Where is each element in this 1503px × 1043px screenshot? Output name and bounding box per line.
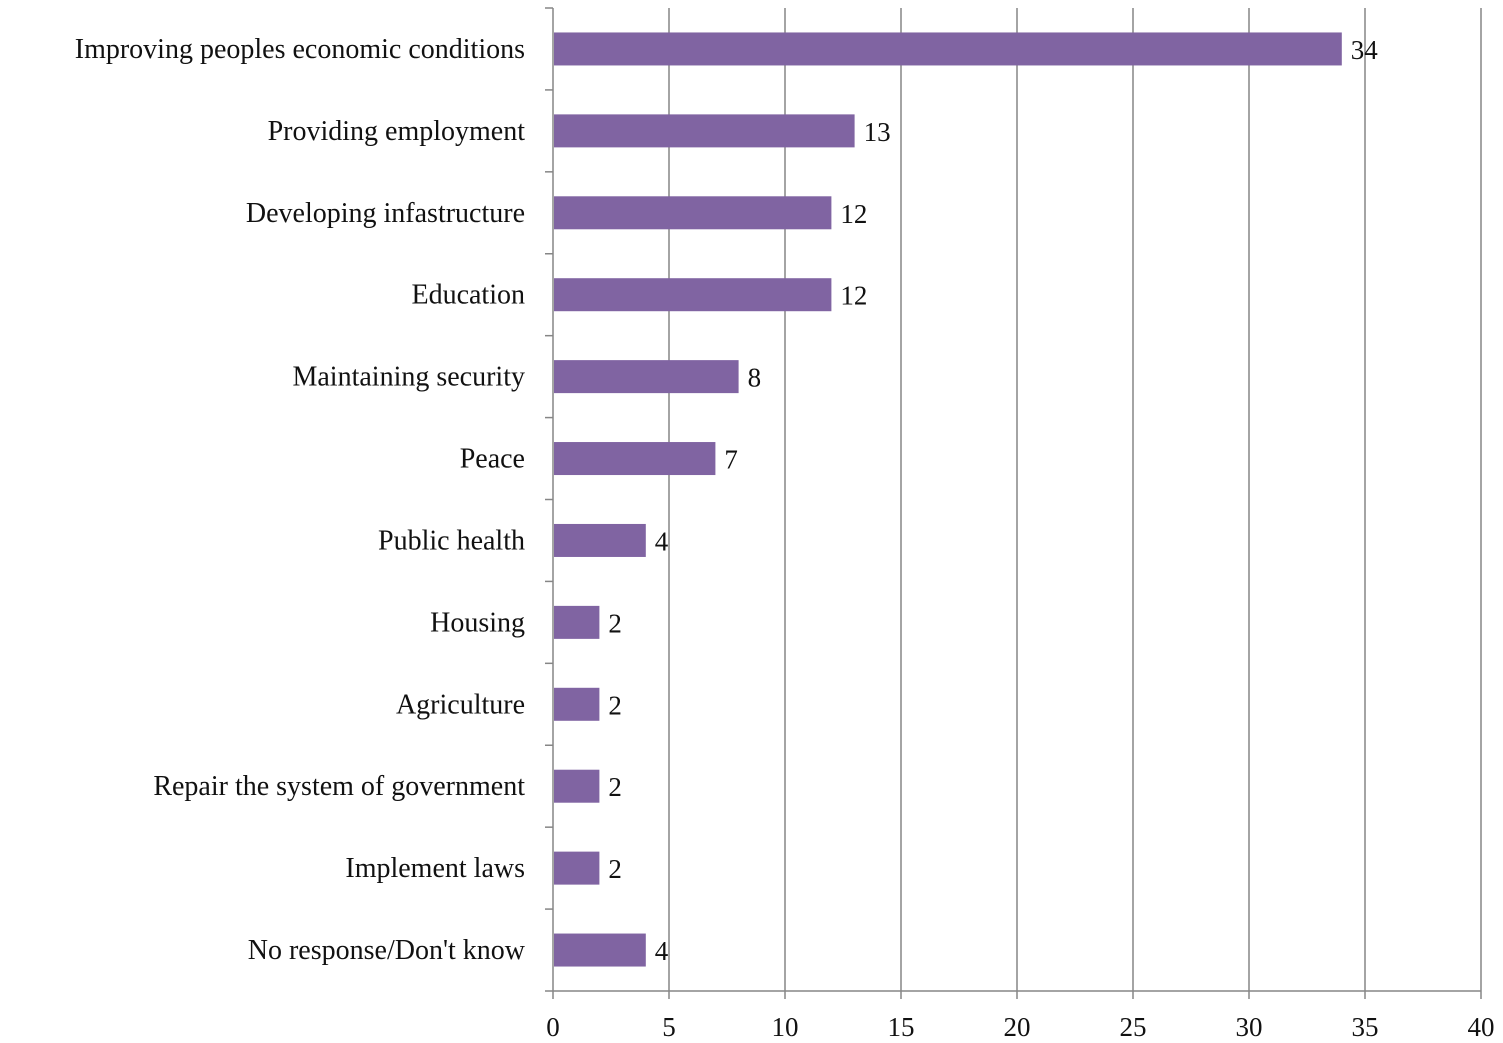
data-label-11: 4 [655,936,669,966]
x-tick-label-0: 0 [546,1012,560,1042]
axes [545,7,1482,999]
x-tick-label-5: 5 [662,1012,676,1042]
gridlines [668,8,1482,991]
x-tick-label-20: 20 [1004,1012,1031,1042]
data-label-8: 2 [608,690,622,720]
x-tick-label-35: 35 [1352,1012,1379,1042]
bar-5 [554,442,716,476]
labels: Improving peoples economic conditions 34 P… [75,34,1495,1042]
x-tick-label-15: 15 [888,1012,915,1042]
bar-8 [554,687,600,721]
data-label-9: 2 [608,772,622,802]
x-tick-label-25: 25 [1120,1012,1147,1042]
x-tick-label-30: 30 [1236,1012,1263,1042]
category-label-1: Providing employment [268,116,526,147]
data-label-0: 34 [1351,35,1379,65]
category-label-0: Improving peoples economic conditions [75,34,525,65]
bar-7 [554,605,600,639]
category-label-4: Maintaining security [292,362,525,393]
data-label-10: 2 [608,854,622,884]
category-label-10: Implement laws [345,853,525,884]
bar-4 [554,360,739,394]
category-label-5: Peace [460,444,525,475]
data-label-3: 12 [840,281,867,311]
x-tick-label-40: 40 [1468,1012,1495,1042]
data-label-1: 13 [864,117,891,147]
category-label-9: Repair the system of government [153,771,525,802]
data-label-4: 8 [748,363,762,393]
bar-2 [554,196,832,230]
category-label-8: Agriculture [396,689,525,720]
bar-9 [554,769,600,803]
bar-1 [554,114,855,148]
bar-11 [554,933,646,967]
category-label-7: Housing [430,607,525,638]
category-label-6: Public health [378,525,525,556]
category-label-3: Education [411,280,525,311]
bar-10 [554,851,600,885]
data-label-5: 7 [724,445,738,475]
data-label-6: 4 [655,526,669,556]
data-label-7: 2 [608,608,622,638]
bar-3 [554,278,832,312]
x-tick-label-10: 10 [772,1012,799,1042]
bar-0 [554,32,1342,66]
bars [554,32,1342,967]
category-label-2: Developing infastructure [246,198,525,229]
data-label-2: 12 [840,199,867,229]
bar-6 [554,523,646,557]
category-label-11: No response/Don't know [248,935,526,966]
